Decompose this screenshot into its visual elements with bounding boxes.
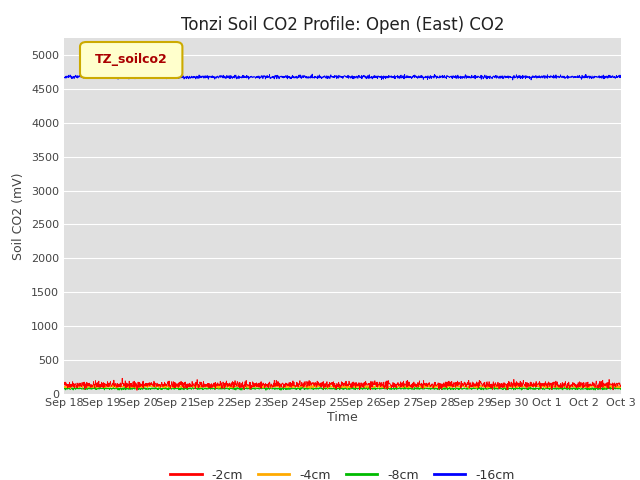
Y-axis label: Soil CO2 (mV): Soil CO2 (mV) <box>12 172 26 260</box>
-2cm <box>602 383 609 388</box>
-2cm <box>332 383 339 388</box>
-4cm <box>601 384 609 390</box>
-8cm <box>88 385 96 391</box>
-8cm <box>60 386 68 392</box>
-2cm <box>60 381 68 387</box>
-16cm <box>60 75 68 81</box>
-8cm <box>316 385 324 391</box>
Title: Tonzi Soil CO2 Profile: Open (East) CO2: Tonzi Soil CO2 Profile: Open (East) CO2 <box>180 16 504 34</box>
-8cm <box>338 384 346 390</box>
-8cm <box>602 386 609 392</box>
-2cm <box>617 383 625 389</box>
-4cm <box>310 381 317 387</box>
-2cm <box>133 387 141 393</box>
-16cm <box>509 77 516 83</box>
-16cm <box>617 72 625 78</box>
-4cm <box>499 384 507 390</box>
-8cm <box>601 385 609 391</box>
-2cm <box>317 384 324 389</box>
-4cm <box>60 384 68 390</box>
Legend: -2cm, -4cm, -8cm, -16cm: -2cm, -4cm, -8cm, -16cm <box>165 464 520 480</box>
-8cm <box>499 386 507 392</box>
-16cm <box>601 75 609 81</box>
-4cm <box>89 383 97 389</box>
-16cm <box>499 75 506 81</box>
-4cm <box>67 385 74 391</box>
-2cm <box>118 375 126 381</box>
-4cm <box>617 384 625 389</box>
-2cm <box>88 383 96 388</box>
Text: TZ_soilco2: TZ_soilco2 <box>95 53 168 67</box>
Line: -2cm: -2cm <box>64 378 621 390</box>
Line: -4cm: -4cm <box>64 384 621 388</box>
-4cm <box>602 385 609 391</box>
-4cm <box>332 383 339 389</box>
-16cm <box>316 74 324 80</box>
-8cm <box>617 386 625 392</box>
-16cm <box>602 74 609 80</box>
-16cm <box>331 73 339 79</box>
X-axis label: Time: Time <box>327 411 358 424</box>
Line: -16cm: -16cm <box>64 74 621 80</box>
-2cm <box>601 382 609 387</box>
-8cm <box>277 387 285 393</box>
-8cm <box>331 387 339 393</box>
-16cm <box>88 75 96 81</box>
Line: -8cm: -8cm <box>64 387 621 390</box>
-4cm <box>317 383 324 389</box>
-16cm <box>308 71 316 77</box>
-2cm <box>499 384 507 390</box>
